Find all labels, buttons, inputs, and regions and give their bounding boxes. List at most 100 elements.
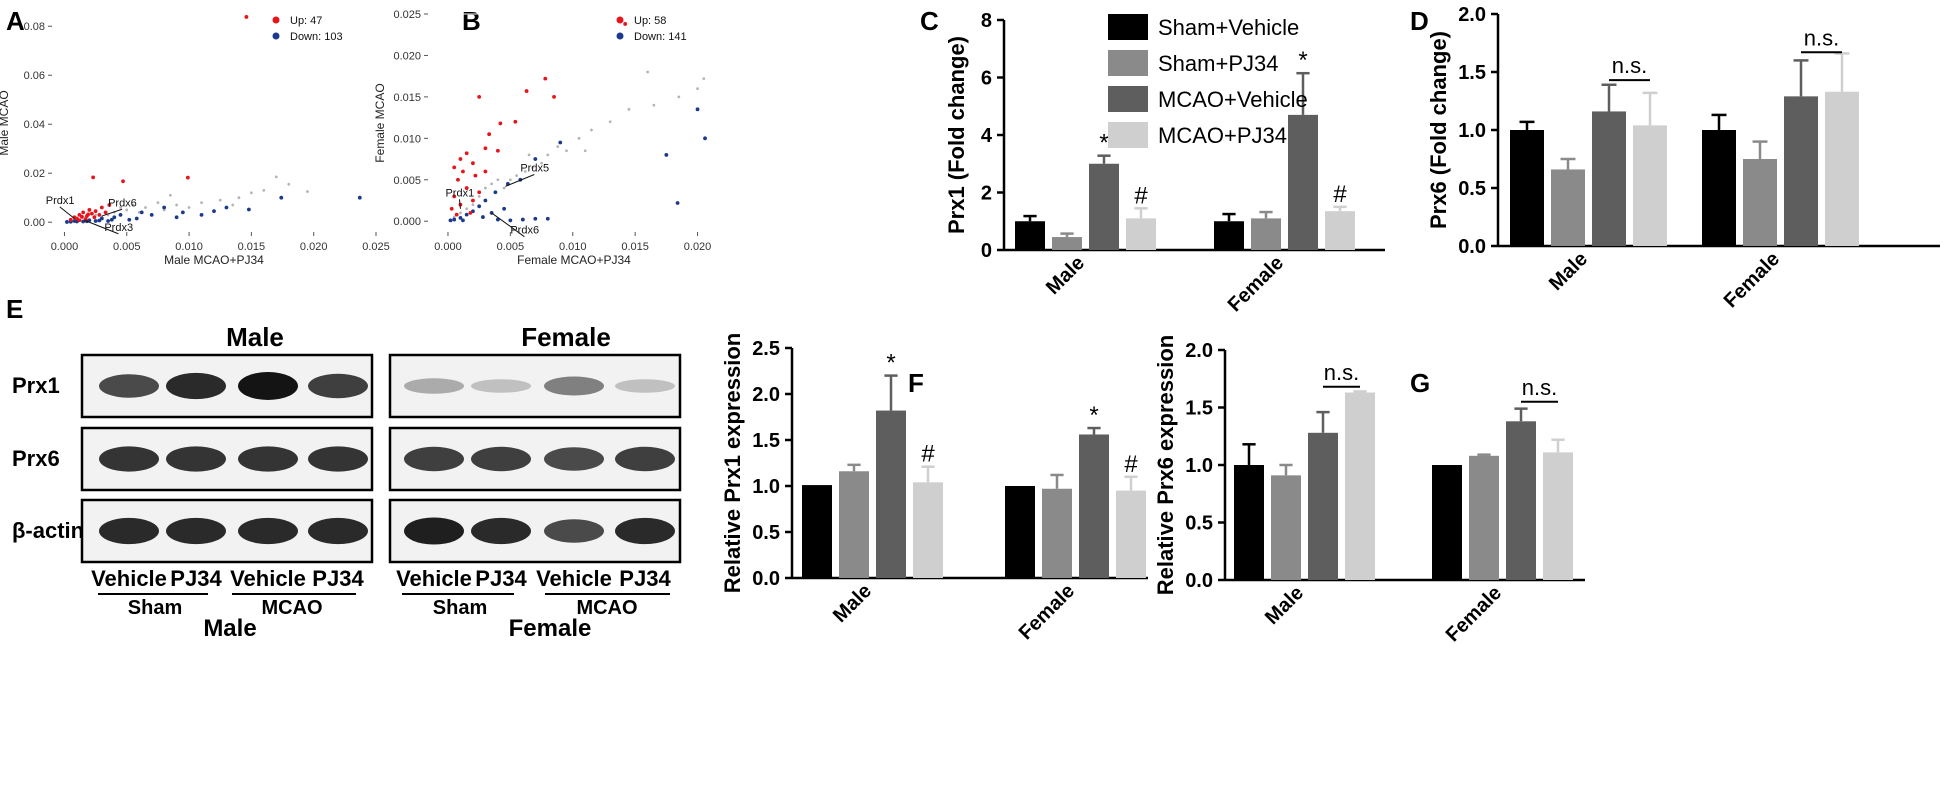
down-point bbox=[212, 209, 216, 214]
y-tick-label: 0.5 bbox=[752, 522, 780, 544]
up-point bbox=[185, 175, 190, 180]
bar bbox=[1214, 221, 1244, 250]
legend-down-marker bbox=[616, 32, 624, 40]
neutral-point bbox=[471, 203, 475, 207]
y-axis-label: Prx1 (Fold change) bbox=[944, 36, 969, 234]
wb-male-mcao-label: MCAO bbox=[261, 597, 322, 619]
neutral-point bbox=[565, 149, 568, 153]
neutral-point bbox=[237, 196, 241, 200]
wb-row-label-actin: β-actin bbox=[12, 518, 84, 543]
y-tick-label: 0.010 bbox=[393, 133, 421, 145]
panel-label-b: B bbox=[462, 6, 481, 36]
up-point bbox=[89, 211, 94, 216]
x-tick-label: 0.015 bbox=[621, 241, 649, 253]
y-tick-label: 6 bbox=[981, 68, 992, 90]
up-point bbox=[77, 218, 82, 223]
up-point bbox=[92, 215, 97, 220]
bar bbox=[1308, 432, 1338, 580]
neutral-point bbox=[652, 103, 656, 107]
wb-female-label: Female bbox=[509, 615, 592, 642]
category-label: Male bbox=[829, 580, 876, 627]
y-tick-label: 0.0 bbox=[1185, 570, 1213, 592]
y-tick-label: 2.0 bbox=[1185, 340, 1213, 362]
neutral-point bbox=[608, 120, 612, 124]
y-tick-label: 0.5 bbox=[1458, 178, 1486, 200]
up-point bbox=[623, 22, 628, 26]
bar-chart-relative-prx6: 0.0 0.5 1.0 1.5 2.0 Relative Prx6 expression M… bbox=[1153, 335, 1585, 646]
significance-marker: * bbox=[1089, 402, 1098, 429]
up-point bbox=[452, 165, 457, 170]
down-point bbox=[458, 216, 463, 220]
annotation-arrow bbox=[491, 212, 525, 238]
neutral-point bbox=[502, 186, 506, 190]
panel-label-f: F bbox=[908, 368, 924, 398]
western-blot-panel: Male Female Prx1 Prx6 β-actin Vehicle PJ… bbox=[12, 322, 682, 642]
bar bbox=[913, 482, 943, 578]
up-point bbox=[86, 212, 91, 217]
bar bbox=[1469, 455, 1499, 580]
down-point bbox=[199, 212, 204, 217]
bar bbox=[1345, 392, 1375, 580]
y-tick-label: 1.5 bbox=[752, 430, 780, 452]
y-tick-label: 0.5 bbox=[1185, 513, 1213, 535]
blot-band bbox=[308, 446, 368, 472]
bar-legend: Sham+Vehicle Sham+PJ34 MCAO+Vehicle MCAO… bbox=[1108, 14, 1308, 148]
down-point bbox=[97, 218, 102, 223]
neutral-point bbox=[262, 188, 266, 192]
down-point bbox=[675, 201, 680, 205]
blot-band bbox=[308, 373, 368, 399]
x-tick-label: 0.025 bbox=[362, 241, 390, 253]
neutral-point bbox=[696, 87, 699, 91]
up-point bbox=[81, 210, 86, 215]
wb-male-lane-4: PJ34 bbox=[312, 566, 364, 591]
bar-chart-prx1-fold-change: 0 2 4 6 8 Prx1 (Fold change) Male Female * # * # bbox=[944, 10, 1385, 316]
up-point bbox=[93, 209, 98, 214]
up-point bbox=[107, 203, 112, 207]
legend-down-label: Down: 103 bbox=[290, 31, 343, 43]
wb-row-label-prx6: Prx6 bbox=[12, 446, 60, 471]
significance-marker: * bbox=[886, 350, 895, 377]
y-tick-label: 0.08 bbox=[24, 21, 45, 33]
neutral-point bbox=[540, 161, 543, 165]
bar bbox=[1551, 169, 1585, 246]
y-tick-label: 2.5 bbox=[752, 338, 780, 360]
y-tick-label: 0.06 bbox=[24, 70, 45, 82]
down-point bbox=[703, 136, 707, 141]
down-point bbox=[481, 215, 485, 219]
y-tick-label: 1.0 bbox=[1458, 120, 1486, 142]
neutral-point bbox=[477, 194, 481, 198]
wb-male-label: Male bbox=[203, 615, 256, 642]
neutral-point bbox=[249, 191, 253, 195]
down-point bbox=[246, 207, 251, 212]
neutral-point bbox=[175, 203, 179, 207]
down-point bbox=[81, 219, 86, 224]
bar bbox=[1015, 221, 1045, 250]
neutral-point bbox=[274, 175, 278, 179]
down-point bbox=[461, 218, 465, 223]
category-label: Female bbox=[1442, 582, 1506, 646]
down-point bbox=[127, 217, 132, 222]
panel-label-a: A bbox=[6, 6, 25, 36]
legend-down-marker bbox=[272, 32, 280, 40]
down-point bbox=[452, 217, 457, 222]
up-point bbox=[513, 119, 518, 124]
neutral-point bbox=[702, 77, 706, 81]
neutral-point bbox=[590, 128, 593, 132]
category-label: Male bbox=[1042, 252, 1089, 299]
y-tick-label: 1.0 bbox=[752, 476, 780, 498]
y-tick-label: 1.5 bbox=[1185, 398, 1213, 420]
wb-female-lane-4: PJ34 bbox=[619, 566, 671, 591]
down-point bbox=[508, 218, 513, 223]
bar bbox=[1234, 465, 1264, 580]
y-tick-label: 0.005 bbox=[393, 175, 421, 187]
scatter-chart-female: 0.000 0.005 0.010 0.015 0.020 0.000 0.005 0.010… bbox=[373, 9, 721, 267]
down-point bbox=[558, 140, 563, 145]
y-tick-label: 0.00 bbox=[24, 217, 45, 229]
down-point bbox=[118, 212, 123, 217]
legend-up-marker bbox=[272, 16, 280, 24]
neutral-point bbox=[168, 193, 172, 197]
category-label: Female bbox=[1224, 252, 1288, 316]
neutral-point bbox=[677, 95, 681, 99]
annotation-label: Prdx5 bbox=[520, 162, 549, 174]
bar bbox=[1126, 218, 1156, 250]
